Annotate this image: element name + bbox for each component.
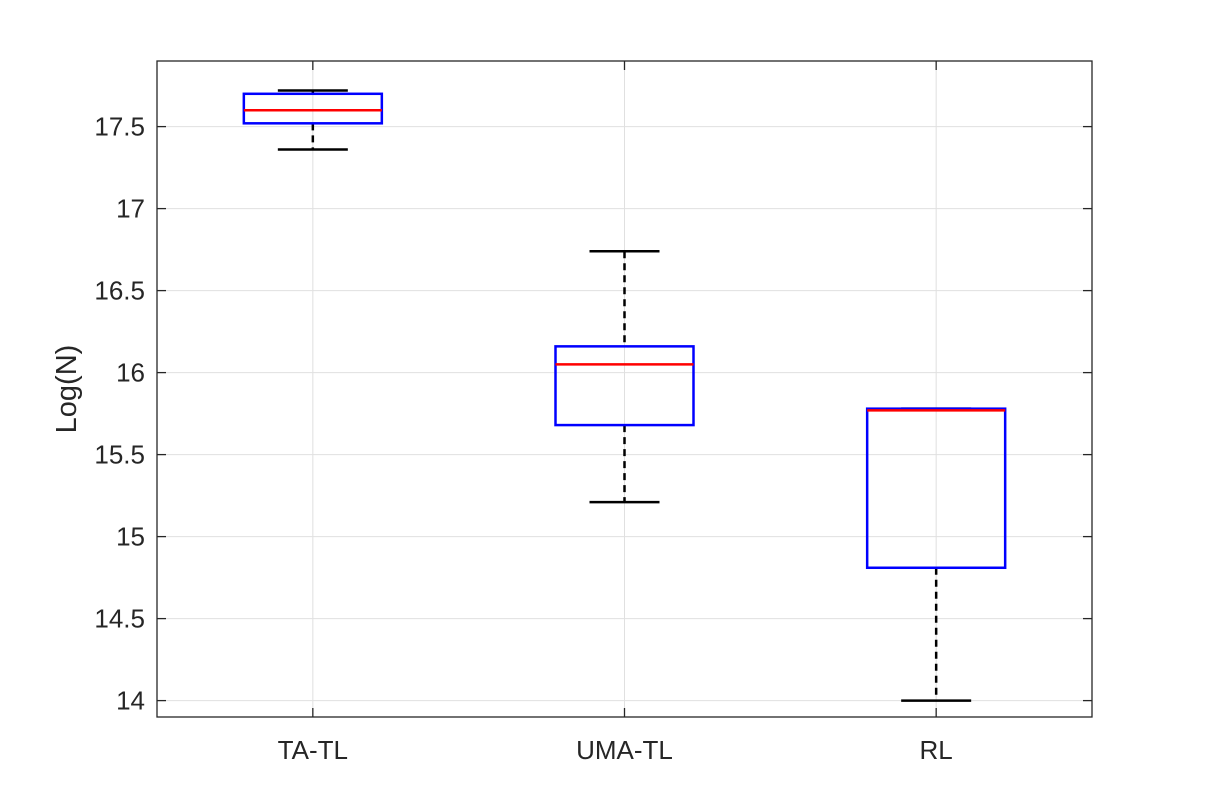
iqr-box bbox=[554, 345, 695, 427]
iqr-box bbox=[242, 92, 384, 125]
y-tick-labels: 14 14.5 15 15.5 16 16.5 17 17.5 bbox=[94, 112, 145, 716]
x-tick-labels: TA-TL UMA-TL RL bbox=[278, 735, 953, 765]
y-tick-label: 17 bbox=[116, 194, 145, 224]
y-tick-label: 15.5 bbox=[94, 440, 145, 470]
box-ta-tl bbox=[242, 89, 384, 151]
x-tick-label: TA-TL bbox=[278, 735, 348, 765]
box-series bbox=[242, 89, 1007, 702]
x-tick-label: RL bbox=[920, 735, 953, 765]
y-tick-label: 16 bbox=[116, 358, 145, 388]
y-axis-label: Log(N) bbox=[51, 345, 83, 434]
axis-ticks bbox=[157, 61, 1092, 717]
iqr-box bbox=[865, 407, 1007, 570]
x-tick-label: UMA-TL bbox=[576, 735, 673, 765]
y-tick-label: 14 bbox=[116, 686, 145, 716]
y-tick-label: 15 bbox=[116, 522, 145, 552]
y-tick-label: 17.5 bbox=[94, 112, 145, 142]
box-uma-tl bbox=[554, 249, 695, 504]
box-rl bbox=[865, 407, 1007, 702]
y-tick-label: 14.5 bbox=[94, 604, 145, 634]
grid-lines bbox=[157, 61, 1092, 717]
y-tick-label: 16.5 bbox=[94, 276, 145, 306]
